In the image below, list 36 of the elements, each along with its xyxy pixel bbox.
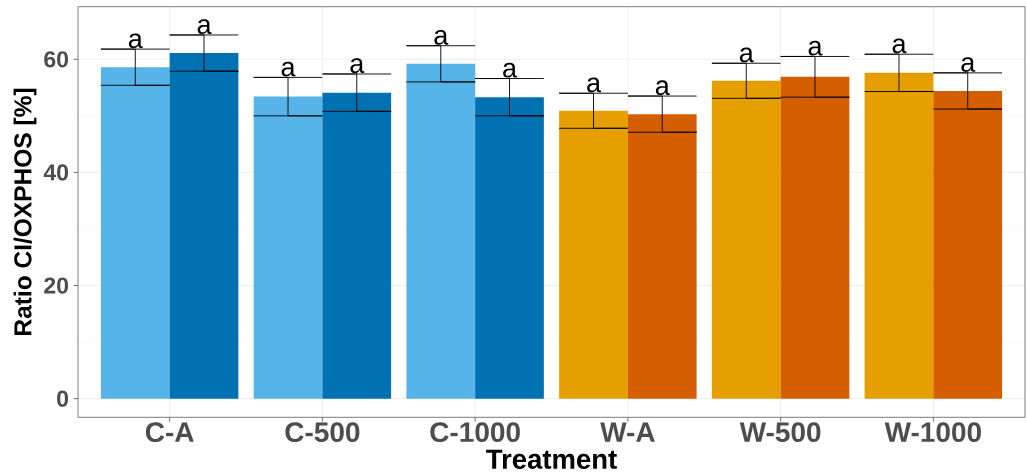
bar xyxy=(864,72,934,399)
y-tick-label: 40 xyxy=(43,164,69,181)
annotation: a xyxy=(350,58,365,74)
annotation: a xyxy=(587,77,602,93)
bar xyxy=(253,96,323,399)
y-tick-label: 0 xyxy=(57,390,69,407)
x-axis-title: Treatment xyxy=(486,449,617,469)
annotation: a xyxy=(739,47,754,63)
annotation: a xyxy=(434,29,449,45)
y-axis-title: Ratio CI/OXPHOS [%] xyxy=(13,88,37,335)
x-tick-label: C-1000 xyxy=(430,422,520,443)
bar xyxy=(475,97,544,399)
bar xyxy=(711,80,781,399)
annotation: a xyxy=(128,33,143,49)
annotation: a xyxy=(892,38,907,54)
x-tick-label: W-A xyxy=(600,422,655,442)
x-tick-label: W-1000 xyxy=(884,422,981,443)
bar xyxy=(933,90,1003,399)
bar xyxy=(627,114,697,399)
annotation: a xyxy=(281,61,296,77)
annotation: a xyxy=(655,80,670,96)
annotation: a xyxy=(808,40,823,56)
annotation: a xyxy=(197,19,212,35)
annotation: a xyxy=(503,62,518,78)
bar xyxy=(780,76,850,399)
x-tick-label: W-500 xyxy=(739,422,821,443)
y-tick-label: 60 xyxy=(44,51,69,68)
annotation: a xyxy=(961,57,976,72)
bar xyxy=(169,53,239,399)
bar xyxy=(100,67,170,399)
bar xyxy=(322,92,392,399)
bar xyxy=(559,110,628,399)
x-tick-label: C-A xyxy=(145,422,194,443)
x-tick-label: C-500 xyxy=(285,422,360,443)
bar xyxy=(406,63,476,399)
y-tick-label: 20 xyxy=(44,277,69,294)
